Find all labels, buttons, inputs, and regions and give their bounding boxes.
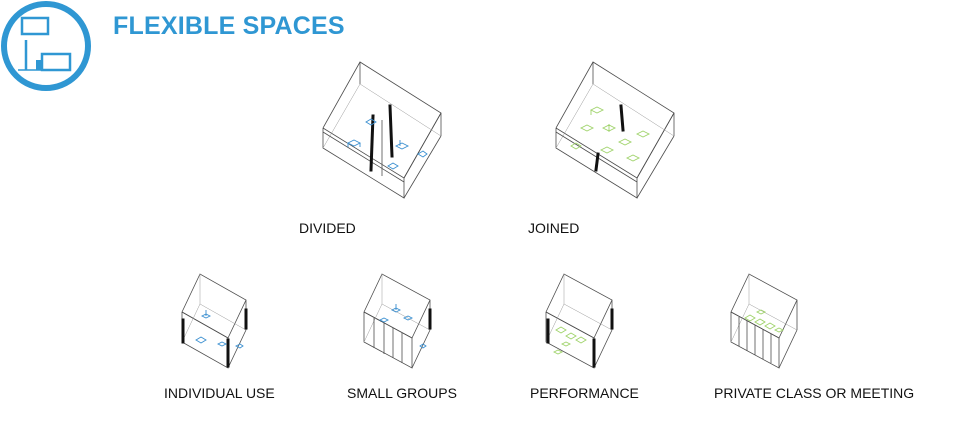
caption-joined: JOINED	[528, 220, 580, 236]
page-title: FLEXIBLE SPACES	[113, 12, 345, 40]
furniture-icon	[195, 310, 244, 349]
private-class-diagram	[730, 273, 798, 369]
individual-use-diagram	[181, 273, 248, 369]
caption-divided: DIVIDED	[299, 220, 356, 236]
caption-individual-use: INDIVIDUAL USE	[164, 385, 275, 401]
joined-diagram	[555, 61, 675, 199]
floor-plan-logo-icon	[1, 1, 91, 91]
caption-performance: PERFORMANCE	[530, 385, 639, 401]
performance-diagram	[545, 273, 614, 369]
caption-private-class: PRIVATE CLASS OR MEETING	[714, 385, 915, 401]
furniture-icon	[570, 106, 651, 162]
small-groups-diagram	[363, 273, 432, 369]
furniture-icon	[378, 304, 427, 349]
furniture-icon	[346, 118, 428, 170]
divided-diagram	[322, 61, 442, 199]
caption-small-groups: SMALL GROUPS	[347, 385, 457, 401]
furniture-icon	[552, 326, 587, 355]
furniture-icon	[744, 309, 785, 333]
